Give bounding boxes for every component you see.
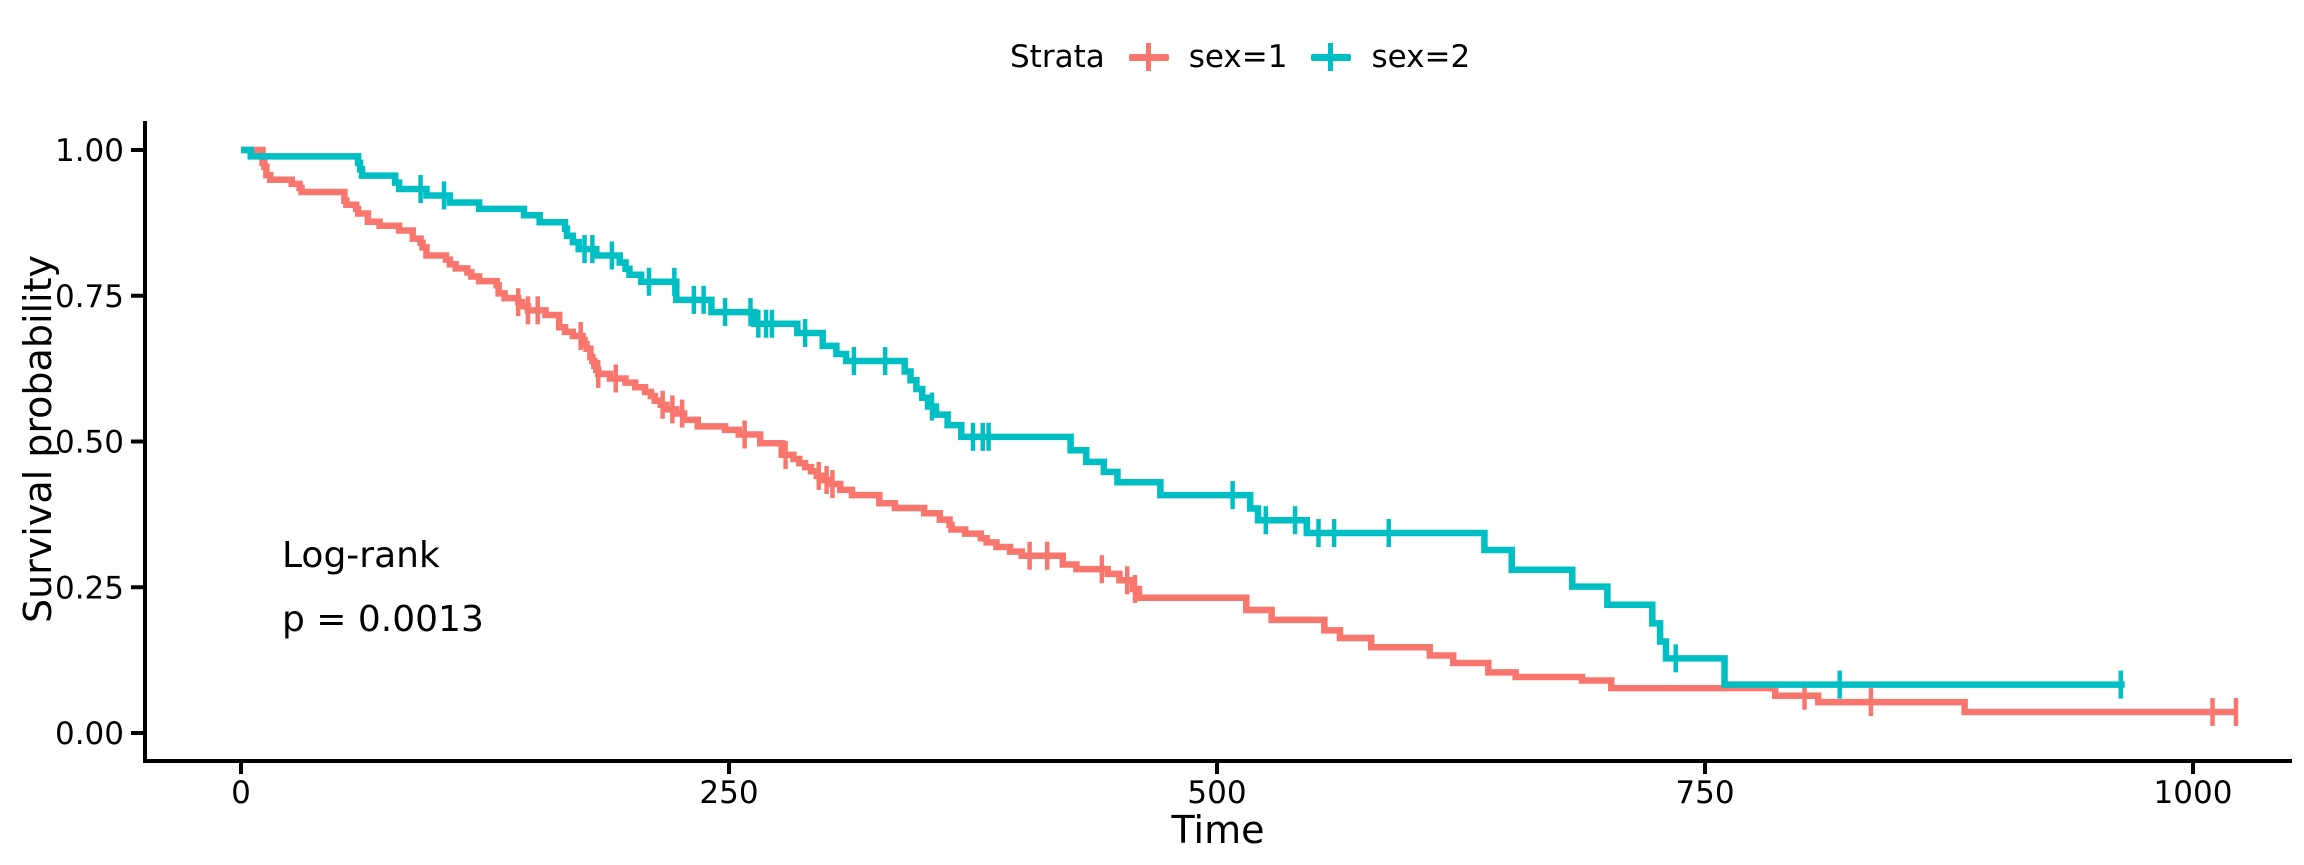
x-tick-label: 750 <box>1675 775 1734 811</box>
legend-label-sex1: sex=1 <box>1188 39 1288 75</box>
x-axis-ticks: 0 250 500 750 1000 <box>231 761 2232 811</box>
y-tick-label: 0.75 <box>55 279 124 315</box>
x-tick-label: 0 <box>231 775 251 811</box>
y-tick-label: 1.00 <box>55 133 124 169</box>
y-tick-label: 0.25 <box>55 570 124 606</box>
series-sex=1 <box>241 146 2239 727</box>
axes <box>143 121 2292 763</box>
logrank-annotation: Log-rank p = 0.0013 <box>282 536 484 639</box>
legend-key-sex1[interactable]: sex=1 <box>1128 39 1288 75</box>
x-tick-label: 500 <box>1187 775 1246 811</box>
logrank-test-label: Log-rank <box>282 535 440 576</box>
y-tick-label: 0.50 <box>55 425 124 461</box>
legend-title: Strata <box>1010 39 1105 75</box>
censor-plus-icon <box>1311 41 1352 73</box>
y-tick-label: 0.00 <box>55 716 124 752</box>
survival-curve-sex=2[interactable] <box>241 146 2125 688</box>
legend-key-sex2[interactable]: sex=2 <box>1311 39 1470 75</box>
legend-label-sex2: sex=2 <box>1371 39 1471 75</box>
x-tick-label: 1000 <box>2154 775 2233 811</box>
x-tick-label: 250 <box>699 775 758 811</box>
y-axis-ticks: 0.00 0.25 0.50 0.75 1.00 <box>55 133 145 752</box>
survival-curve-sex=1[interactable] <box>241 146 2236 716</box>
legend: Strata sex=1 sex=2 <box>1010 34 1470 80</box>
censor-plus-icon <box>1128 41 1169 73</box>
x-axis-title: Time <box>1171 808 1265 852</box>
logrank-pvalue: p = 0.0013 <box>282 598 484 640</box>
y-axis-title: Survival probability <box>16 254 60 624</box>
series-sex=2 <box>241 146 2125 699</box>
